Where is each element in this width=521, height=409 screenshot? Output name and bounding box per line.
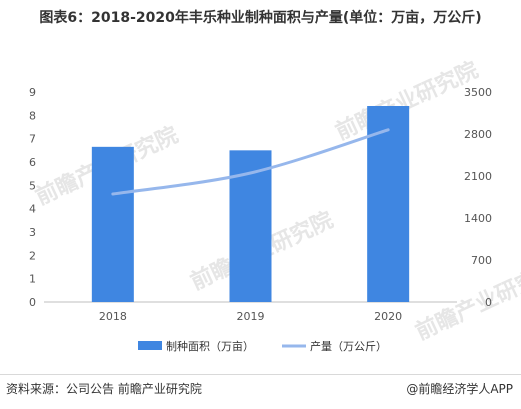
y-left-tick-label: 2 bbox=[29, 249, 36, 262]
line-series bbox=[111, 128, 390, 196]
x-tick-label: 2018 bbox=[99, 310, 127, 323]
y-right-tick-label: 700 bbox=[471, 254, 492, 267]
y-right-tick-label: 2800 bbox=[464, 128, 492, 141]
line-series-path bbox=[111, 128, 390, 196]
footer-divider bbox=[0, 374, 521, 375]
y-left-tick-label: 3 bbox=[29, 226, 36, 239]
y-left-tick-label: 6 bbox=[29, 156, 36, 169]
bar bbox=[367, 106, 410, 302]
y-left-tick-label: 1 bbox=[29, 273, 36, 286]
footer-source: 资料来源：公司公告 前瞻产业研究院 bbox=[6, 382, 202, 396]
watermark-text: 前瞻产业研究院 bbox=[412, 257, 521, 346]
bar bbox=[91, 146, 134, 302]
x-tick-label: 2020 bbox=[374, 310, 402, 323]
y-right-tick-label: 0 bbox=[485, 296, 492, 309]
legend-label-bar: 制种面积（万亩） bbox=[166, 339, 254, 353]
y-left-tick-label: 5 bbox=[29, 179, 36, 192]
legend-label-line: 产量（万公斤） bbox=[310, 339, 387, 353]
y-right-tick-label: 2100 bbox=[464, 170, 492, 183]
y-left-tick-label: 0 bbox=[29, 296, 36, 309]
y-right-tick-label: 1400 bbox=[464, 212, 492, 225]
bar-series bbox=[91, 106, 410, 302]
y-right-tick-label: 3500 bbox=[464, 86, 492, 99]
chart-title: 图表6：2018-2020年丰乐种业制种面积与产量(单位：万亩，万公斤) bbox=[39, 10, 482, 26]
x-tick-label: 2019 bbox=[237, 310, 265, 323]
footer-brand: @前瞻经济学人APP bbox=[406, 382, 513, 396]
y-left-tick-label: 4 bbox=[29, 203, 36, 216]
y-left-tick-label: 8 bbox=[29, 109, 36, 122]
y-left-tick-label: 9 bbox=[29, 86, 36, 99]
legend: 制种面积（万亩） 产量（万公斤） bbox=[138, 339, 387, 353]
legend-swatch-bar bbox=[138, 341, 162, 350]
y-left-tick-label: 7 bbox=[29, 133, 36, 146]
